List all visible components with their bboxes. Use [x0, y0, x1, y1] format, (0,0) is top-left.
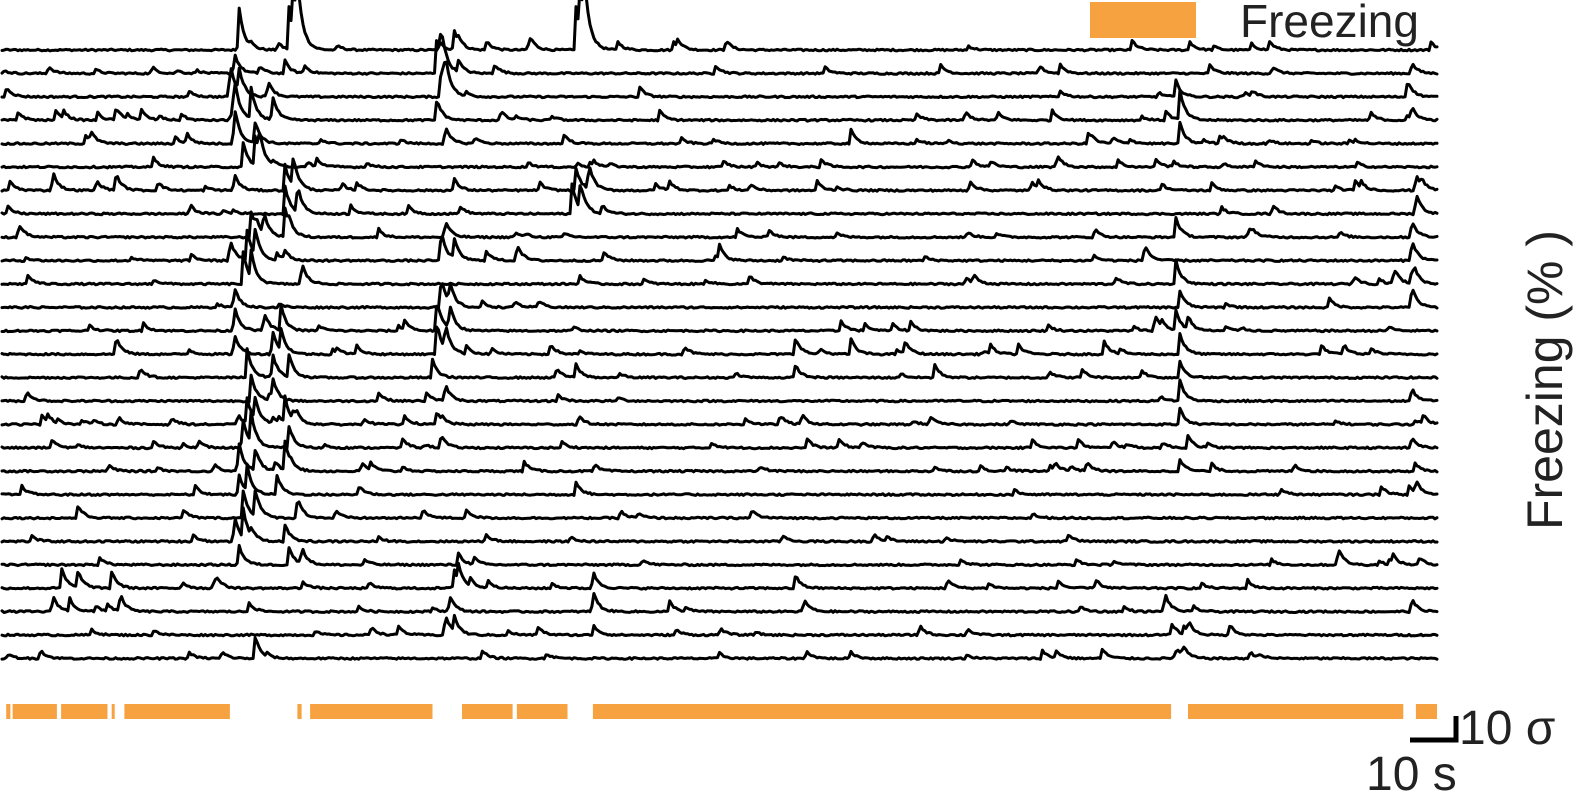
freezing-epoch-2: [12, 704, 57, 719]
calcium-trace-27: [0, 636, 1439, 661]
freezing-epoch-3: [61, 704, 108, 719]
calcium-trace-17: [0, 394, 1439, 427]
freezing-epoch-1: [6, 704, 11, 719]
freezing-epoch-4: [111, 704, 115, 719]
calcium-trace-13: [0, 303, 1439, 334]
calcium-trace-6: [0, 132, 1439, 170]
freezing-epoch-5: [124, 704, 230, 719]
calcium-trace-15: [0, 347, 1439, 380]
calcium-trace-11: [0, 248, 1439, 287]
legend-label-freezing: Freezing: [1240, 0, 1419, 47]
calcium-trace-4: [0, 81, 1439, 123]
freezing-raster: [6, 704, 1437, 719]
freezing-epoch-9: [516, 704, 568, 719]
scale-bar: 10 σ 10 s: [1366, 702, 1555, 793]
calcium-trace-7: [0, 157, 1439, 193]
freezing-epoch-11: [1188, 704, 1404, 719]
calcium-trace-22: [0, 506, 1439, 544]
calcium-trace-23: [0, 543, 1439, 568]
calcium-traces: [0, 0, 1439, 661]
freezing-epoch-12: [1415, 704, 1437, 719]
calcium-trace-10: [0, 227, 1439, 263]
scale-bar-lines: [1410, 716, 1459, 743]
calcium-trace-5: [0, 110, 1439, 146]
calcium-trace-2: [0, 32, 1439, 76]
calcium-trace-18: [0, 409, 1439, 451]
scale-bar-time-label: 10 s: [1366, 748, 1457, 793]
calcium-trace-9: [0, 206, 1439, 240]
y-axis-label: Freezing (% ): [1517, 230, 1573, 530]
calcium-trace-12: [0, 282, 1439, 310]
calcium-trace-3: [0, 60, 1439, 100]
calcium-trace-24: [0, 561, 1439, 591]
calcium-trace-1: [0, 0, 1439, 53]
scale-bar-amplitude-label: 10 σ: [1459, 702, 1555, 755]
freezing-epoch-7: [310, 704, 433, 719]
legend: Freezing: [1090, 0, 1419, 47]
calcium-trace-25: [0, 592, 1439, 614]
calcium-trace-20: [0, 463, 1439, 497]
calcium-trace-26: [0, 613, 1439, 638]
calcium-trace-19: [0, 439, 1439, 474]
freezing-epoch-10: [592, 704, 1172, 719]
freezing-epoch-6: [297, 704, 302, 719]
calcium-trace-16: [0, 373, 1439, 404]
legend-swatch-freezing: [1090, 2, 1196, 38]
calcium-trace-14: [0, 325, 1439, 357]
freezing-epoch-8: [462, 704, 513, 719]
calcium-trace-8: [0, 182, 1439, 217]
